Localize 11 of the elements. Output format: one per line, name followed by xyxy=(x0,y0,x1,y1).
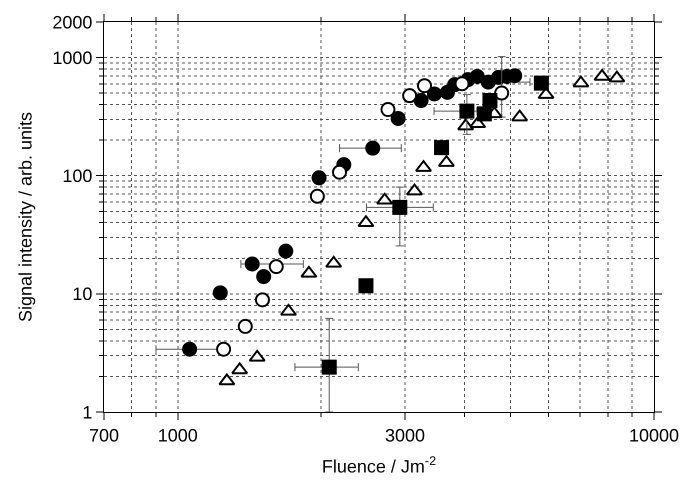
y-tick-label: 100 xyxy=(62,166,92,186)
x-tick-label: 700 xyxy=(88,426,120,446)
y-axis-title: Signal intensity / arb. units xyxy=(16,112,36,322)
x-axis-title: Fluence / Jm$^{-2}$ xyxy=(322,454,436,477)
y-tick-label: 10 xyxy=(72,284,92,304)
y-tick-label: 1000 xyxy=(52,48,92,68)
x-tick-label: 10000 xyxy=(628,426,680,446)
x-tick-label: 1000 xyxy=(158,426,198,446)
y-tick-label: 2000 xyxy=(52,12,92,32)
y-tick-label: 1 xyxy=(82,402,92,422)
x-tick-label: 3000 xyxy=(384,426,426,446)
